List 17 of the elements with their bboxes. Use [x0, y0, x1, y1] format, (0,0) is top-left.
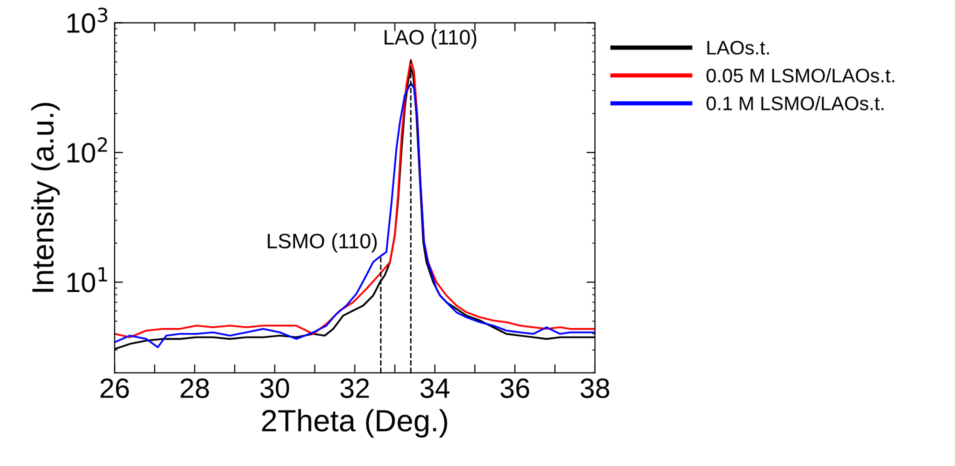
x-tick-label: 28 [180, 378, 209, 398]
legend-label: 0.1 M LSMO/LAOs.t. [706, 96, 884, 110]
x-tick-label: 26 [100, 378, 129, 398]
y-tick-label: 10$^{1}$ [67, 267, 108, 292]
legend-label: LAOs.t. [707, 40, 769, 55]
x-axis-title: 2Theta (Deg.) [262, 409, 448, 438]
y-tick-label: 10$^{2}$ [67, 137, 107, 163]
x-tick-label: 32 [340, 378, 369, 398]
y-axis-title: Intensity (a.u.) [31, 102, 60, 292]
x-tick-label: 34 [420, 378, 450, 398]
legend-label: 0.05 M LSMO/LAOs.t. [706, 68, 894, 82]
x-tick-label: 38 [580, 378, 610, 398]
y-tick-label: 10$^{3}$ [67, 8, 108, 33]
annotation: LAO (110) [384, 29, 476, 49]
x-tick-label: 36 [500, 378, 530, 398]
x-tick-label: 30 [260, 378, 290, 398]
annotation: LSMO (110) [268, 233, 377, 253]
